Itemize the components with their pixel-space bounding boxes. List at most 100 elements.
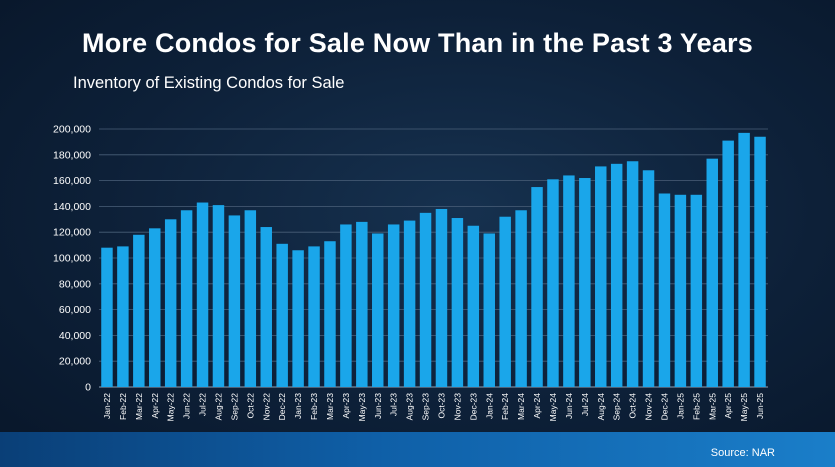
x-tick-label: Nov-23 — [452, 393, 462, 421]
x-tick-label: Jan-25 — [675, 393, 685, 419]
bar-jun-24 — [563, 175, 575, 387]
bar-sep-24 — [610, 163, 623, 387]
bar-apr-22 — [149, 228, 161, 387]
x-tick-label: Jun-22 — [182, 393, 192, 419]
bars — [101, 132, 766, 387]
x-tick-label: Apr-25 — [723, 393, 733, 419]
x-tick-label: Aug-22 — [213, 393, 223, 421]
bar-mar-25 — [706, 158, 718, 387]
x-tick-label: Sep-22 — [229, 393, 239, 421]
y-tick-label: 40,000 — [59, 330, 91, 342]
x-tick-label: Apr-23 — [341, 393, 351, 419]
bar-apr-25 — [722, 140, 734, 387]
x-tick-label: Jun-23 — [373, 393, 383, 419]
bar-mar-23 — [324, 241, 336, 387]
bar-apr-23 — [340, 224, 352, 387]
bar-may-22 — [164, 219, 177, 387]
x-tick-label: Oct-22 — [245, 393, 255, 419]
x-tick-label: May-25 — [739, 393, 749, 422]
x-tick-label: Dec-23 — [468, 393, 478, 421]
bar-nov-23 — [451, 218, 464, 387]
bar-jan-24 — [483, 233, 495, 387]
bar-mar-22 — [133, 234, 145, 387]
x-tick-label: May-22 — [166, 393, 176, 422]
x-tick-label: May-23 — [357, 393, 367, 422]
x-tick-label: Oct-23 — [436, 393, 446, 419]
bar-may-23 — [356, 221, 368, 387]
x-tick-label: Jan-22 — [102, 393, 112, 419]
bar-nov-22 — [260, 227, 272, 387]
y-tick-label: 160,000 — [53, 175, 91, 187]
bar-dec-22 — [276, 243, 288, 387]
x-tick-label: Jan-24 — [484, 393, 494, 419]
x-tick-label: Sep-23 — [421, 393, 431, 421]
source-label: Source: NAR — [710, 447, 775, 459]
x-tick-label: Nov-24 — [644, 393, 654, 421]
x-tick-label: Feb-23 — [309, 393, 319, 420]
bar-mar-24 — [515, 210, 527, 387]
bar-jun-25 — [754, 136, 766, 387]
bar-sep-22 — [228, 215, 241, 387]
bar-oct-24 — [626, 161, 639, 387]
x-tick-label: May-24 — [548, 393, 558, 422]
bar-feb-24 — [499, 216, 511, 387]
x-tick-label: Dec-24 — [659, 393, 669, 421]
bar-jun-22 — [180, 210, 193, 387]
bar-may-25 — [738, 132, 750, 387]
bar-feb-25 — [690, 194, 703, 387]
chart-title: More Condos for Sale Now Than in the Pas… — [82, 28, 753, 58]
x-tick-label: Apr-22 — [150, 393, 160, 419]
x-tick-label: Apr-24 — [532, 393, 542, 419]
y-tick-label: 200,000 — [53, 124, 91, 136]
y-tick-label: 120,000 — [53, 227, 91, 239]
bar-dec-24 — [658, 193, 671, 387]
x-tick-label: Oct-24 — [628, 393, 638, 419]
bar-may-24 — [547, 179, 559, 387]
bar-feb-22 — [117, 246, 129, 387]
bar-aug-23 — [403, 220, 416, 387]
y-tick-label: 0 — [85, 382, 91, 394]
bar-jan-25 — [674, 194, 687, 387]
bar-jul-24 — [579, 178, 591, 387]
y-axis-ticks: 0 20,000 40,000 60,000 80,000 100,000 120,000 1… — [53, 124, 91, 394]
grid-lines — [99, 128, 768, 388]
bar-feb-23 — [308, 246, 320, 387]
bar-oct-22 — [244, 210, 257, 387]
x-tick-label: Mar-22 — [134, 393, 144, 420]
x-tick-label: Aug-23 — [405, 393, 415, 421]
x-tick-label: Aug-24 — [596, 393, 606, 421]
x-tick-label: Jul-22 — [198, 393, 208, 416]
bar-aug-24 — [595, 166, 607, 387]
footer-band — [0, 432, 835, 467]
x-tick-label: Jun-25 — [755, 393, 765, 419]
x-tick-label: Jan-23 — [293, 393, 303, 419]
bar-dec-23 — [467, 225, 480, 387]
x-axis-ticks: Jan-22 Feb-22 Mar-22 Apr-22 May-22 Jun-22 Jul-… — [102, 393, 765, 422]
y-tick-label: 80,000 — [59, 278, 91, 290]
x-tick-label: Sep-24 — [612, 393, 622, 421]
x-tick-label: Feb-25 — [691, 393, 701, 420]
bar-jul-23 — [387, 224, 400, 387]
bar-jun-23 — [372, 233, 384, 387]
x-tick-label: Mar-23 — [325, 393, 335, 420]
y-tick-label: 100,000 — [53, 253, 91, 265]
bar-jan-22 — [101, 247, 113, 387]
y-tick-label: 60,000 — [59, 304, 91, 316]
x-tick-label: Jun-24 — [564, 393, 574, 419]
y-tick-label: 140,000 — [53, 201, 91, 213]
bar-jul-22 — [196, 202, 209, 387]
bar-sep-23 — [419, 212, 432, 387]
x-tick-label: Feb-24 — [500, 393, 510, 420]
x-tick-label: Nov-22 — [261, 393, 271, 421]
x-tick-label: Feb-22 — [118, 393, 128, 420]
x-tick-label: Mar-25 — [707, 393, 717, 420]
chart-subtitle: Inventory of Existing Condos for Sale — [73, 74, 345, 92]
x-tick-label: Jul-23 — [389, 393, 399, 416]
x-tick-label: Mar-24 — [516, 393, 526, 420]
y-tick-label: 20,000 — [59, 356, 91, 368]
bar-nov-24 — [642, 170, 655, 387]
bar-jan-23 — [292, 250, 304, 387]
x-tick-label: Jul-24 — [580, 393, 590, 416]
bar-oct-23 — [435, 208, 448, 387]
